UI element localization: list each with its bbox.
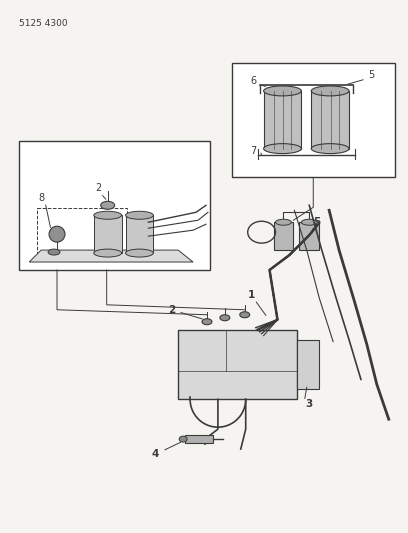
Bar xyxy=(264,91,302,149)
Bar xyxy=(178,330,297,399)
Ellipse shape xyxy=(202,319,212,325)
Ellipse shape xyxy=(101,201,115,209)
Ellipse shape xyxy=(240,312,250,318)
Ellipse shape xyxy=(275,219,291,225)
Text: 1: 1 xyxy=(248,290,255,300)
Bar xyxy=(94,215,122,253)
Ellipse shape xyxy=(264,86,302,96)
Text: 2: 2 xyxy=(95,183,102,193)
Text: 5: 5 xyxy=(314,217,321,227)
Text: 6: 6 xyxy=(251,76,257,86)
Text: 2: 2 xyxy=(169,305,176,315)
Text: 5125 4300: 5125 4300 xyxy=(19,19,68,28)
Ellipse shape xyxy=(311,144,349,154)
Bar xyxy=(297,340,319,389)
Text: 7: 7 xyxy=(251,146,257,156)
Bar xyxy=(37,208,126,260)
Text: 3: 3 xyxy=(306,399,313,409)
Bar xyxy=(299,222,319,250)
Ellipse shape xyxy=(179,436,187,442)
Bar xyxy=(126,215,153,253)
Bar xyxy=(185,435,213,443)
Text: 5: 5 xyxy=(368,70,374,80)
Ellipse shape xyxy=(94,211,122,219)
Polygon shape xyxy=(29,250,193,262)
Ellipse shape xyxy=(126,211,153,219)
Ellipse shape xyxy=(94,249,122,257)
Ellipse shape xyxy=(264,144,302,154)
Bar xyxy=(232,63,395,177)
Ellipse shape xyxy=(220,315,230,321)
Ellipse shape xyxy=(126,249,153,257)
Ellipse shape xyxy=(311,86,349,96)
Ellipse shape xyxy=(48,249,60,255)
Text: 4: 4 xyxy=(152,449,159,459)
Bar xyxy=(19,141,210,270)
Bar xyxy=(273,222,293,250)
Text: 8: 8 xyxy=(38,193,44,204)
Circle shape xyxy=(49,226,65,242)
Bar xyxy=(311,91,349,149)
Ellipse shape xyxy=(302,219,317,225)
